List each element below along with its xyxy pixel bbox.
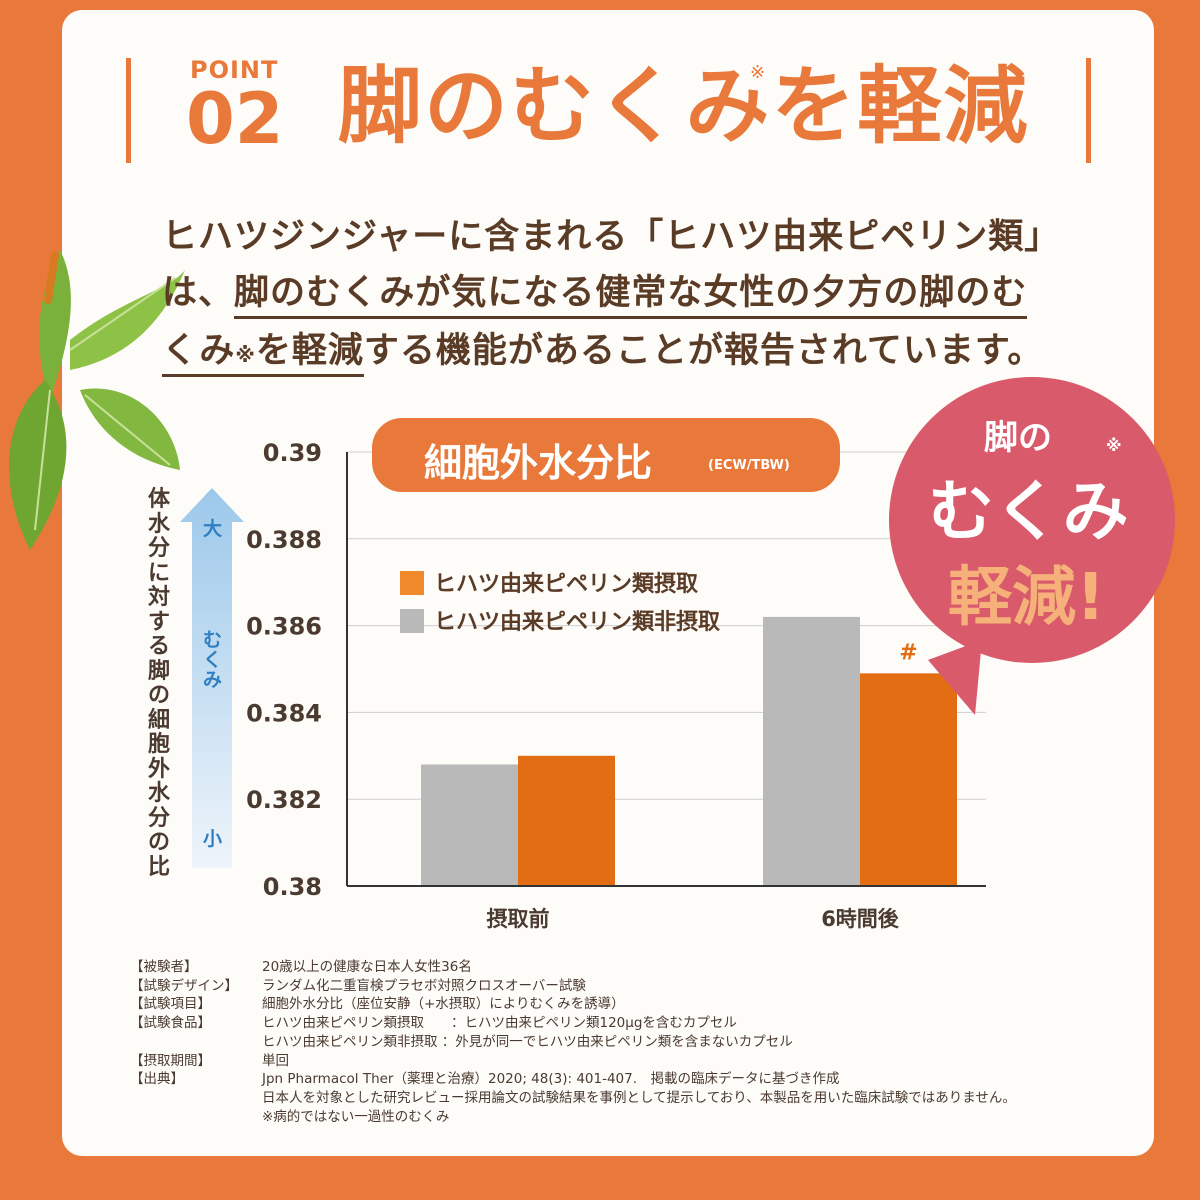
body-line-3-underlined-a: くみ※を軽減 — [162, 331, 364, 377]
note-text: ヒハツ由来ピペリン類摂取 ：ヒハツ由来ピペリン類120μgを含むカプセル — [262, 1015, 737, 1032]
note-row: 【被験者】 20歳以上の健康な日本人女性36名 — [130, 958, 1016, 977]
note-text: 単回 — [262, 1052, 289, 1069]
legend-label-intake: ヒハツ由来ピペリン類摂取 — [434, 572, 699, 597]
heading-right-rule — [1086, 58, 1091, 163]
legend-swatch-non-intake — [400, 609, 424, 633]
x-tick-label: 摂取前 — [487, 907, 550, 931]
note-label: 【試験食品】 — [130, 1015, 211, 1032]
note-row: ヒハツ由来ピペリン類非摂取 ：外見が同一でヒハツ由来ピペリン類を含まないカプセル — [130, 1033, 1016, 1052]
swelling-arrow — [180, 488, 244, 868]
note-text: ランダム化二重盲検プラセボ対照クロスオーバー試験 — [262, 977, 586, 994]
leaf-illustration — [9, 250, 185, 550]
note-text: 20歳以上の健康な日本人女性36名 — [262, 959, 472, 975]
note-text: ※病的ではない一過性のむくみ — [262, 1108, 450, 1125]
body-line-2-underlined: 脚のむくみが気になる健常な女性の夕方の脚のむ — [234, 273, 1028, 319]
arrow-label-large: 大 — [203, 518, 223, 540]
note-row: 【試験食品】 ヒハツ由来ピペリン類摂取 ：ヒハツ由来ピペリン類120μgを含むカプ… — [130, 1014, 1016, 1033]
note-label — [130, 1108, 262, 1127]
bubble-line-1: 脚の — [984, 418, 1052, 458]
legend-label-non-intake: ヒハツ由来ピペリン類非摂取 — [434, 610, 721, 635]
body-line-2: は、脚のむくみが気になる健常な女性の夕方の脚のむ — [162, 264, 1028, 319]
arrow-label-small: 小 — [203, 828, 223, 850]
note-row: 【試験デザイン】 ランダム化二重盲検プラセボ対照クロスオーバー試験 — [130, 977, 1016, 996]
note-row: 【試験項目】 細胞外水分比（座位安静（+水摂取）によりむくみを誘導） — [130, 995, 1016, 1014]
note-text: 細胞外水分比（座位安静（+水摂取）によりむくみを誘導） — [262, 996, 625, 1013]
heading-left-rule — [126, 58, 131, 163]
bar-intake-0 — [518, 755, 615, 886]
headline-footnote-mark: ※ — [750, 62, 766, 83]
y-tick-label: 0.382 — [246, 786, 322, 814]
chart-title: 細胞外水分比 — [424, 441, 653, 485]
note-label: 【試験項目】 — [130, 996, 211, 1013]
note-row: ※病的ではない一過性のむくみ — [130, 1108, 1016, 1127]
note-text: ヒハツ由来ピペリン類非摂取 ：外見が同一でヒハツ由来ピペリン類を含まないカプセル — [262, 1033, 793, 1050]
bubble-line-3: 軽減! — [948, 561, 1106, 635]
body-line-3-end: する機能があることが報告されています。 — [363, 331, 1044, 371]
note-label — [130, 1089, 262, 1108]
note-row: 【摂取期間】 単回 — [130, 1052, 1016, 1071]
headline: 脚のむくみを軽減 — [338, 57, 1030, 155]
study-notes: 【被験者】 20歳以上の健康な日本人女性36名【試験デザイン】 ランダム化二重盲検プ… — [130, 958, 1016, 1126]
note-label: 【摂取期間】 — [130, 1052, 211, 1069]
bar-intake-1 — [860, 673, 957, 886]
bubble-circle — [889, 377, 1175, 663]
point-label: POINT — [190, 56, 279, 84]
body-line-2-start: は、 — [162, 273, 235, 313]
y-tick-label: 0.39 — [263, 439, 322, 467]
significance-mark: # — [899, 640, 917, 665]
bubble-footnote-mark: ※ — [1106, 436, 1122, 455]
note-label: 【出典】 — [130, 1071, 184, 1088]
note-text: 日本人を対象とした研究レビュー採用論文の試験結果を事例として提示しており、本製品… — [262, 1089, 1016, 1106]
chart-title-unit: (ECW/TBW) — [708, 458, 790, 473]
note-row: 日本人を対象とした研究レビュー採用論文の試験結果を事例として提示しており、本製品… — [130, 1089, 1016, 1108]
bar-non-intake-0 — [421, 764, 518, 886]
body-line-3-reduce: を軽減 — [255, 331, 364, 371]
note-label: 【被験者】 — [130, 959, 198, 975]
body-line-1: ヒハツジンジャーに含まれる「ヒハツ由来ピペリン類」 — [162, 217, 1061, 257]
note-text: Jpn Pharmacol Ther（薬理と治療）2020; 48(3): 40… — [262, 1071, 840, 1088]
note-label — [130, 1033, 262, 1052]
legend-item-non-intake: ヒハツ由来ピペリン類非摂取 — [400, 604, 720, 636]
chart-title-badge: 細胞外水分比 (ECW/TBW) — [372, 418, 840, 492]
x-tick-label: 6時間後 — [821, 907, 900, 931]
y-tick-label: 0.38 — [263, 873, 322, 901]
y-tick-label: 0.386 — [246, 613, 322, 641]
bubble-line-2: むくみ — [928, 473, 1129, 550]
y-tick-label: 0.388 — [246, 526, 322, 554]
body-line-3: くみ※を軽減する機能があることが報告されています。 — [162, 322, 1044, 377]
bubble-tail — [928, 640, 982, 715]
point-number: 02 — [186, 78, 284, 160]
body-line-3-kumi: くみ — [162, 331, 236, 371]
y-axis-description: 体水分に対する脚の細胞外水分の比 — [147, 487, 170, 880]
bar-non-intake-1 — [763, 616, 860, 886]
note-row: 【出典】 Jpn Pharmacol Ther（薬理と治療）2020; 48(3)… — [130, 1070, 1016, 1089]
note-label: 【試験デザイン】 — [130, 977, 238, 994]
body-footnote-mark: ※ — [235, 343, 256, 367]
legend-item-intake: ヒハツ由来ピペリン類摂取 — [400, 566, 698, 598]
y-tick-label: 0.384 — [246, 699, 322, 727]
legend-swatch-intake — [400, 571, 424, 595]
arrow-label-swelling: むくみ — [203, 629, 223, 691]
